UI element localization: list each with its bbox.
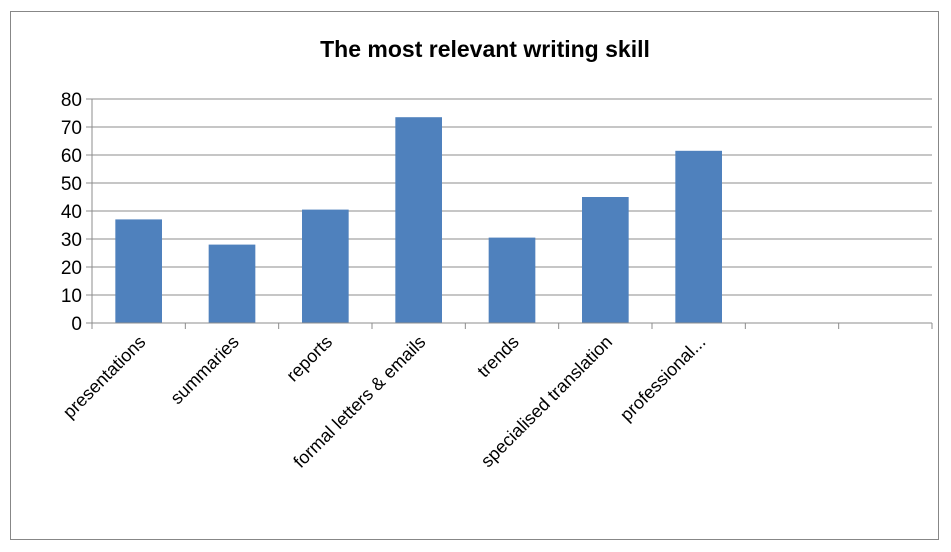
x-tick-label: summaries	[166, 332, 242, 408]
x-tick-label: professional...	[616, 332, 709, 425]
bar	[115, 219, 162, 323]
y-tick-label: 0	[71, 314, 82, 335]
y-tick-label: 40	[61, 202, 82, 223]
bar	[208, 244, 256, 323]
x-tick-label: presentations	[59, 332, 150, 423]
bar	[582, 197, 629, 323]
bar	[488, 237, 536, 323]
y-tick-label: 50	[61, 174, 82, 195]
bars	[115, 117, 722, 323]
x-tick-label: reports	[282, 332, 336, 386]
y-tick-label: 70	[61, 118, 82, 139]
axes	[86, 98, 933, 329]
y-tick-label: 60	[61, 146, 82, 167]
y-tick-label: 10	[61, 286, 82, 307]
bar	[675, 150, 722, 323]
bar	[395, 117, 442, 323]
y-tick-label: 30	[61, 230, 82, 251]
bar	[302, 209, 349, 323]
x-tick-label: trends	[473, 332, 523, 382]
chart-title: The most relevant writing skill	[320, 36, 650, 62]
y-tick-label: 20	[61, 258, 82, 279]
y-tick-label: 80	[61, 90, 82, 111]
